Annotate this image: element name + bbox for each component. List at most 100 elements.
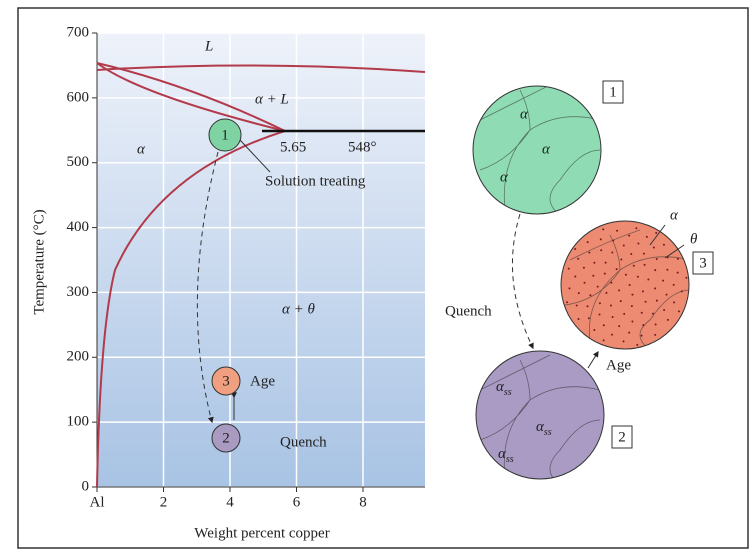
precipitate — [576, 305, 578, 307]
precipitate — [616, 268, 618, 270]
precipitate — [641, 312, 643, 314]
precipitate — [667, 319, 669, 321]
precipitate — [631, 305, 633, 307]
y-tick-label: 700 — [67, 24, 90, 40]
precipitate — [656, 258, 658, 260]
precipitate — [623, 245, 625, 247]
precipitate — [646, 236, 648, 238]
precipitate — [642, 324, 644, 326]
y-tick-label: 500 — [67, 154, 90, 170]
precipitate — [620, 259, 622, 261]
eutectic-composition: 5.65 — [280, 139, 306, 155]
precipitate — [625, 274, 627, 276]
precipitate — [673, 301, 675, 303]
precipitate — [644, 264, 646, 266]
precipitate — [604, 273, 606, 275]
microstructure-number: 1 — [609, 84, 617, 100]
precipitate — [633, 265, 635, 267]
y-tick-label: 300 — [67, 284, 90, 300]
precipitate — [623, 340, 625, 342]
precipitate — [616, 230, 618, 232]
arrow-label: Age — [606, 357, 631, 373]
x-tick-label: 2 — [160, 494, 168, 510]
precipitate — [588, 317, 590, 319]
precipitate — [574, 248, 576, 250]
precipitate — [618, 289, 620, 291]
step-label: Solution treating — [265, 173, 366, 189]
region-label: α + θ — [282, 301, 315, 317]
precipitate — [636, 344, 638, 346]
figure: 0100200300400500600700Al2468 L α + L α α… — [0, 0, 756, 554]
microstructure — [473, 86, 601, 214]
precipitate — [597, 286, 599, 288]
precipitate — [645, 301, 647, 303]
precipitate — [574, 276, 576, 278]
precipitate — [577, 258, 579, 260]
precipitate — [666, 294, 668, 296]
microstructure-number: 3 — [699, 255, 707, 271]
precipitate — [628, 332, 630, 334]
precipitate — [623, 313, 625, 315]
precipitate — [588, 251, 590, 253]
precipitate — [584, 282, 586, 284]
region-label: α — [137, 141, 146, 157]
precipitate — [685, 277, 687, 279]
precipitate — [593, 262, 595, 264]
precipitate — [637, 276, 639, 278]
phase-label: α — [670, 207, 679, 223]
precipitate — [568, 287, 570, 289]
precipitate — [600, 238, 602, 240]
precipitate — [654, 334, 656, 336]
precipitate — [592, 275, 594, 277]
precipitate — [643, 253, 645, 255]
phase-subscript: ss — [504, 387, 512, 398]
precipitate — [629, 284, 631, 286]
phase-subscript: ss — [544, 427, 552, 438]
y-tick-label: 400 — [67, 219, 90, 235]
phase-label: α — [500, 169, 509, 185]
precipitate — [603, 324, 605, 326]
step-number: 2 — [222, 430, 230, 446]
precipitate — [663, 244, 665, 246]
microstructure — [561, 221, 689, 349]
y-tick-label: 0 — [82, 478, 90, 494]
precipitate — [631, 294, 633, 296]
microstructure — [476, 351, 604, 479]
phase-label: α — [542, 141, 551, 157]
precipitate — [578, 318, 580, 320]
precipitate — [599, 302, 601, 304]
step-number: 3 — [222, 373, 230, 389]
phase-label: α — [520, 106, 529, 122]
precipitate — [653, 246, 655, 248]
precipitate — [631, 321, 633, 323]
precipitate — [635, 227, 637, 229]
precipitate — [673, 284, 675, 286]
precipitate — [656, 300, 658, 302]
precipitate — [677, 272, 679, 274]
precipitate — [589, 294, 591, 296]
precipitate — [587, 241, 589, 243]
step-number: 1 — [221, 127, 229, 143]
precipitate — [655, 324, 657, 326]
precipitate — [630, 253, 632, 255]
precipitate — [655, 232, 657, 234]
precipitate — [605, 262, 607, 264]
region-label: α + L — [255, 91, 289, 107]
precipitate — [568, 268, 570, 270]
precipitate — [663, 309, 665, 311]
region-label: L — [204, 38, 213, 54]
phase-label: θ — [690, 231, 698, 247]
x-tick-label: 8 — [359, 494, 367, 510]
precipitate — [593, 329, 595, 331]
x-axis-label: Weight percent copper — [194, 525, 329, 541]
precipitate — [611, 334, 613, 336]
precipitate — [612, 240, 614, 242]
precipitate — [600, 249, 602, 251]
precipitate — [666, 269, 668, 271]
precipitate — [654, 269, 656, 271]
precipitate — [652, 313, 654, 315]
precipitate — [603, 339, 605, 341]
precipitate — [586, 305, 588, 307]
precipitate — [610, 282, 612, 284]
precipitate — [612, 316, 614, 318]
